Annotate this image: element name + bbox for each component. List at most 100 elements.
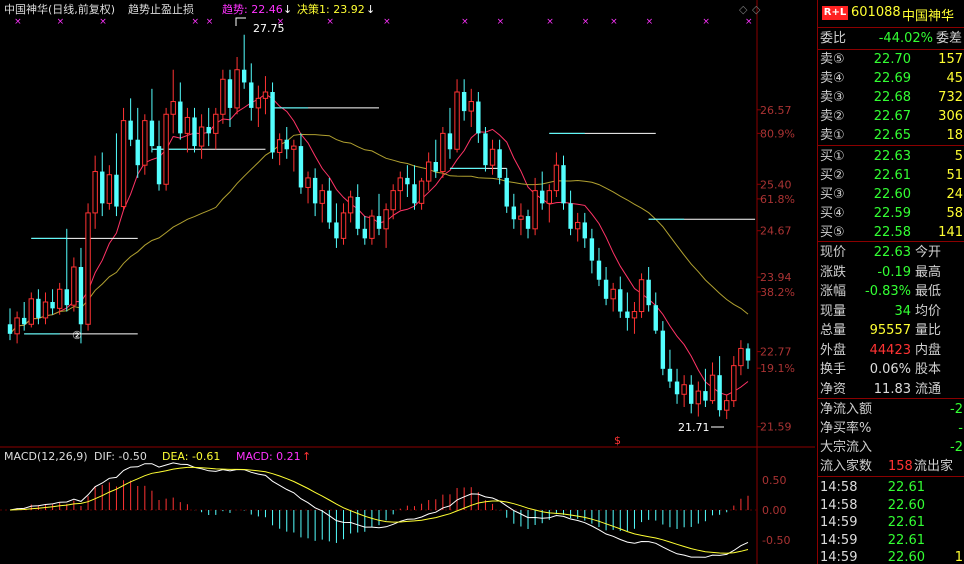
candle-body [36, 298, 41, 318]
tick-row: 14:59 22.60 1 [818, 548, 964, 564]
price-axis: 26.57 80.9% 25.40 61.8% 24.67 23.94 38.2% 22.77… [757, 104, 795, 434]
separator [818, 49, 964, 50]
signal-marker: $ [614, 434, 621, 447]
decision-arrow-icon: ↓ [366, 3, 375, 16]
candle-body [178, 101, 183, 134]
tick-time: 14:59 [820, 532, 858, 548]
ask-price: 22.70 [873, 52, 911, 67]
flow-count-value: 158 [888, 459, 913, 474]
macd-dif: DIF: -0.50 [94, 450, 147, 463]
signal-x-icon: × [582, 17, 590, 27]
candle-body [454, 91, 460, 150]
stat-value: 22.63 [873, 245, 911, 260]
price-axis-label: 61.8% [760, 193, 795, 206]
ask-price: 22.65 [873, 128, 911, 143]
ask-volume: 45 [946, 71, 963, 86]
candle-body [220, 78, 226, 115]
candle-body [355, 197, 360, 229]
candle-body [674, 381, 680, 395]
candle-body [745, 348, 751, 361]
signal-x-icon: × [461, 17, 469, 27]
annotations: 27.75 21.71 ② $ [72, 17, 724, 447]
ask-label: 卖④ [820, 71, 845, 86]
separator [818, 145, 964, 146]
stat-row: 总量 95557 量比 [818, 321, 964, 340]
candle-body [362, 228, 368, 239]
circle-marker: ② [72, 329, 82, 342]
candle-body [142, 120, 148, 166]
flow-row: 净流入额 -2 [818, 400, 964, 419]
candle-body [625, 311, 630, 318]
tick-time: 14:59 [820, 515, 858, 530]
price-axis-label: 22.77 [760, 346, 792, 359]
window-diamond-icon-2[interactable]: ◇ [752, 3, 761, 16]
candle-body [468, 101, 474, 112]
weicha-label: 委差 [936, 31, 963, 46]
trend-arrow-icon: ↓ [283, 3, 292, 16]
candle-body [7, 324, 13, 334]
stat-row: 涨幅 -0.83% 最低 [818, 282, 964, 301]
macd-axis: 0.50 0.00 -0.50 [762, 474, 790, 547]
candle-body [78, 267, 84, 325]
signal-x-icon: × [206, 17, 214, 27]
candle-body [610, 288, 616, 300]
signal-x-icon: × [99, 17, 107, 27]
candle-body [695, 390, 702, 405]
stat-label: 外盘 [820, 342, 847, 358]
window-diamond-icon[interactable]: ◇ [739, 3, 748, 16]
price-axis-label: 26.57 [760, 104, 792, 117]
price-axis-label: 25.40 [760, 178, 792, 191]
candle-body [249, 82, 254, 108]
candle-body [234, 69, 240, 109]
dea-line [9, 466, 749, 554]
candle-body [504, 177, 509, 207]
flow-label: 净流入额 [820, 402, 873, 417]
signal-x-icon: × [610, 17, 618, 27]
stat-value: 34 [894, 303, 911, 319]
candle-body [291, 145, 297, 150]
candle-body [532, 190, 538, 230]
candle-body [213, 113, 219, 134]
stat-label-2: 最高 [915, 264, 942, 280]
candle-body [270, 92, 275, 153]
candle-body [327, 190, 332, 223]
stat-label: 现价 [820, 245, 847, 260]
candle-body [28, 298, 34, 325]
flow-count-label: 流入家数 [820, 459, 873, 474]
macd-up-arrow-icon: ↑ [302, 450, 311, 463]
candle-body [227, 79, 233, 108]
candle-body [156, 146, 162, 185]
candle-body [312, 177, 318, 204]
flow-out-label: 流出家 [914, 459, 954, 474]
signal-x-icon: × [646, 17, 654, 27]
bid-price: 22.59 [873, 206, 911, 221]
price-axis-label: 38.2% [760, 286, 795, 299]
candle-body [447, 133, 453, 150]
stat-label-2: 内盘 [915, 342, 942, 358]
chart-frames [0, 0, 815, 564]
stat-label: 涨跌 [820, 264, 847, 280]
stat-value: 11.83 [873, 381, 911, 397]
bid-row: 买④ 22.59 58 [818, 204, 964, 223]
candle-body [114, 174, 119, 207]
stat-label: 净资 [820, 381, 847, 397]
candle-body [340, 212, 347, 239]
price-axis-label: 23.94 [760, 271, 792, 284]
stat-value: 95557 [869, 323, 911, 338]
tick-row: 14:58 22.61 [818, 478, 964, 497]
moving-averages [9, 93, 749, 396]
candle-body [525, 216, 531, 229]
bid-row: 买③ 22.60 24 [818, 185, 964, 204]
price-axis-label: 21.59 [760, 421, 792, 434]
macd-axis-label: 0.50 [762, 474, 787, 487]
ask-row: 卖⑤ 22.70 157 [818, 50, 964, 69]
ma-slow-line [9, 133, 749, 335]
signal-x-icon: × [326, 17, 334, 27]
candle-body [660, 330, 666, 369]
support-resistance-lines [24, 107, 756, 335]
stat-value: -0.83% [865, 284, 911, 299]
decision-value: 决策1: 23.92 [297, 2, 365, 16]
ask-price: 22.69 [873, 71, 911, 86]
bid-volume: 58 [946, 206, 963, 221]
